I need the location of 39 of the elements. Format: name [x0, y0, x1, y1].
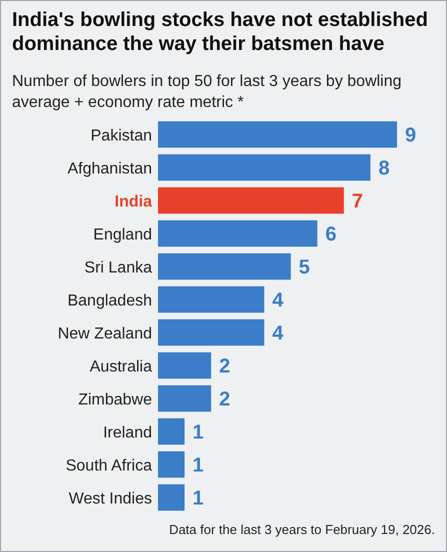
- bar: [158, 385, 212, 412]
- y-tick-label: India: [114, 193, 152, 210]
- bar: [158, 253, 291, 280]
- data-label: 4: [272, 322, 284, 345]
- y-tick-label: England: [93, 226, 152, 244]
- y-tick-label: Sri Lanka: [84, 259, 152, 276]
- data-label: 2: [219, 388, 230, 411]
- text: Data for the last 3 years to February 19, 2026.: [169, 522, 435, 537]
- data-label: 7: [352, 190, 364, 213]
- data-label: 4: [272, 290, 284, 312]
- data-label: 2: [219, 356, 230, 378]
- data-label: 9: [405, 124, 416, 147]
- data-label: 1: [192, 454, 204, 477]
- bar: [158, 154, 370, 181]
- data-label: 1: [192, 488, 204, 510]
- bar: [158, 286, 264, 313]
- bar: [158, 418, 185, 445]
- chart-subtitle: Number of bowlers in top 50 for last 3 years by bowling average + economy rate metric *: [12, 73, 402, 111]
- bar: [158, 319, 264, 346]
- bar: [158, 187, 344, 214]
- y-tick-label: Australia: [90, 358, 152, 376]
- y-tick-label: Pakistan: [90, 127, 152, 144]
- data-label: 8: [378, 158, 390, 180]
- bar: [158, 121, 397, 148]
- y-tick-label: South Africa: [66, 457, 152, 474]
- y-tick-label: Afghanistan: [67, 160, 152, 178]
- y-tick-label: Zimbabwe: [78, 391, 152, 408]
- bar: [158, 352, 212, 379]
- y-tick-label: Bangladesh: [67, 292, 152, 310]
- bar: [158, 484, 185, 511]
- y-tick-label: Ireland: [103, 424, 152, 442]
- data-label: 5: [298, 256, 310, 279]
- data-label: 1: [192, 422, 204, 444]
- y-tick-label: New Zealand: [58, 325, 152, 342]
- data-label: 6: [325, 224, 336, 246]
- y-tick-label: West Indies: [68, 490, 152, 508]
- chart-title: India's bowling stocks have not established dominance the way their batsmen have: [12, 9, 428, 55]
- bar: [158, 451, 185, 478]
- bar: [158, 220, 318, 247]
